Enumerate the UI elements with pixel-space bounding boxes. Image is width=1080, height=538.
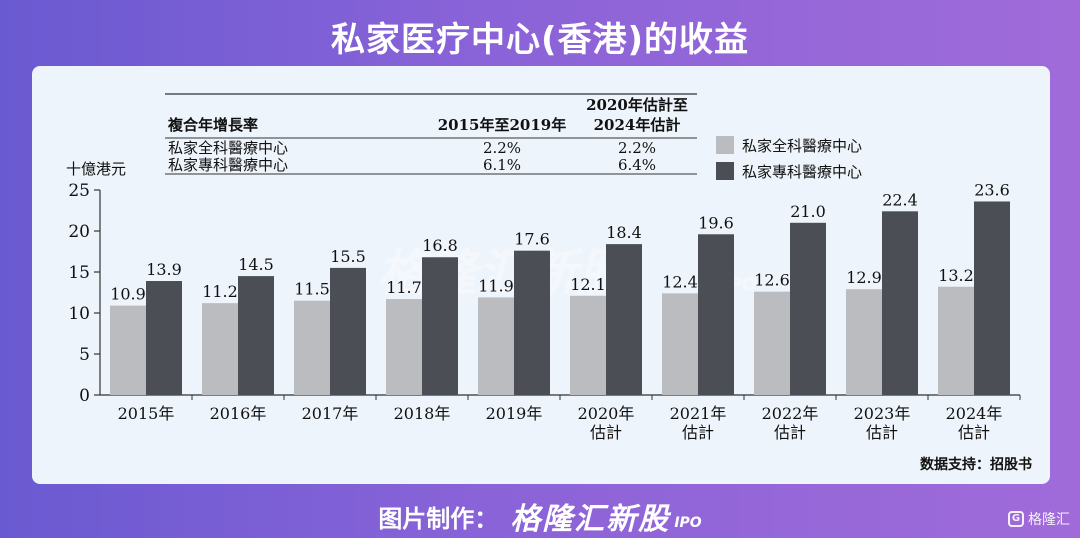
bar-value-label: 18.4 — [606, 223, 642, 242]
footer: 图片制作： 格隆汇新股 IPO — [0, 496, 1080, 537]
cagr-row-label: 私家專科醫療中心 — [168, 156, 288, 174]
footer-ipo: IPO — [674, 515, 702, 531]
y-tick-label: 5 — [79, 345, 90, 365]
bar-value-label: 12.1 — [570, 275, 606, 294]
x-tick-label: 2015年 — [118, 404, 175, 423]
y-tick-label: 25 — [68, 181, 90, 201]
cagr-row-value: 2.2% — [618, 139, 656, 157]
cagr-header-label: 複合年增長率 — [167, 116, 258, 134]
bar-value-label: 11.9 — [478, 276, 514, 295]
bar-value-label: 19.6 — [698, 213, 734, 232]
legend-swatch-general — [716, 136, 734, 154]
y-tick-label: 20 — [68, 222, 90, 242]
x-tick-label: 2023年 — [854, 404, 911, 423]
bar-general — [110, 305, 146, 395]
legend-swatch-specialist — [716, 162, 734, 180]
legend: 私家全科醫療中心 私家專科醫療中心 — [716, 136, 862, 181]
bar-specialist — [422, 257, 458, 395]
legend-label-general: 私家全科醫療中心 — [742, 137, 862, 155]
page-title: 私家医疗中心(香港)的收益 — [330, 20, 750, 60]
x-tick-label: 估計 — [958, 423, 990, 442]
corner-brand-text: 格隆汇 — [1028, 512, 1070, 528]
bar-value-label: 11.5 — [294, 280, 330, 299]
bar-value-label: 12.9 — [846, 268, 882, 287]
footer-logo: 格隆汇新股 — [510, 502, 671, 537]
x-tick-label: 估計 — [774, 423, 806, 442]
bar-value-label: 23.6 — [974, 180, 1010, 199]
bar-general — [202, 303, 238, 395]
bar-value-label: 12.6 — [754, 271, 790, 290]
bar-specialist — [238, 276, 274, 395]
cagr-header-period2-line1: 2020年估計至 — [586, 96, 688, 114]
bar-specialist — [514, 250, 550, 395]
watermark-text: 格隆汇新股 — [377, 244, 632, 302]
source-note: 数据支持：招股书 — [920, 456, 1032, 473]
bar-general — [754, 291, 790, 395]
bar-specialist — [606, 244, 642, 395]
bar-general — [938, 286, 974, 395]
bar-general — [846, 289, 882, 395]
x-tick-label: 2020年 — [578, 404, 635, 423]
bar-value-label: 11.7 — [386, 278, 422, 297]
bar-value-label: 15.5 — [330, 247, 366, 266]
y-axis-label: 十億港元 — [66, 160, 126, 178]
cagr-header-period1: 2015年至2019年 — [438, 116, 567, 134]
revenue-bar-chart: 格隆汇新股 IPO 複合年增長率 2015年至2019年 2020年估計至 20… — [66, 93, 1032, 473]
bar-value-label: 10.9 — [110, 285, 146, 304]
bar-value-label: 12.4 — [662, 272, 698, 291]
chart-panel: 格隆汇新股 IPO 複合年增長率 2015年至2019年 2020年估計至 20… — [32, 66, 1050, 484]
x-tick-label: 估計 — [866, 423, 898, 442]
x-tick-label: 2021年 — [670, 404, 727, 423]
legend-label-specialist: 私家專科醫療中心 — [742, 163, 862, 181]
bar-general — [386, 299, 422, 395]
bar-value-label: 22.4 — [882, 190, 918, 209]
x-tick-label: 2022年 — [762, 404, 819, 423]
bar-general — [662, 293, 698, 395]
cagr-header-period2-line2: 2024年估計 — [594, 116, 681, 134]
bar-specialist — [974, 201, 1010, 395]
bar-value-label: 14.5 — [238, 255, 274, 274]
bar-general — [478, 297, 514, 395]
bar-general — [294, 300, 330, 395]
bar-specialist — [790, 222, 826, 395]
y-tick-label: 15 — [68, 263, 90, 283]
bar-value-label: 21.0 — [790, 202, 826, 221]
bar-general — [570, 295, 606, 395]
brand-icon: G — [1008, 511, 1024, 527]
bar-specialist — [330, 267, 366, 395]
bar-value-label: 13.2 — [938, 266, 974, 285]
cagr-row-value: 6.4% — [618, 156, 656, 174]
corner-brand: G 格隆汇 — [1008, 509, 1070, 529]
x-tick-label: 2016年 — [210, 404, 267, 423]
bar-specialist — [146, 281, 182, 395]
cagr-table: 複合年增長率 2015年至2019年 2020年估計至 2024年估計 私家全科… — [165, 93, 697, 175]
bar-specialist — [698, 234, 734, 395]
y-tick-label: 0 — [79, 386, 90, 406]
bar-value-label: 17.6 — [514, 230, 550, 249]
x-tick-label: 2024年 — [946, 404, 1003, 423]
x-tick-label: 估計 — [590, 423, 622, 442]
x-tick-label: 估計 — [682, 423, 714, 442]
x-tick-label: 2018年 — [394, 404, 451, 423]
cagr-row-label: 私家全科醫療中心 — [168, 139, 288, 157]
y-tick-label: 10 — [68, 304, 90, 324]
bar-value-label: 11.2 — [202, 282, 238, 301]
cagr-row-value: 6.1% — [483, 156, 521, 174]
bar-value-label: 16.8 — [422, 236, 458, 255]
x-tick-label: 2019年 — [486, 404, 543, 423]
footer-label: 图片制作： — [378, 504, 499, 533]
bar-value-label: 13.9 — [146, 260, 182, 279]
cagr-row-value: 2.2% — [483, 139, 521, 157]
bar-specialist — [882, 211, 918, 395]
x-tick-label: 2017年 — [302, 404, 359, 423]
